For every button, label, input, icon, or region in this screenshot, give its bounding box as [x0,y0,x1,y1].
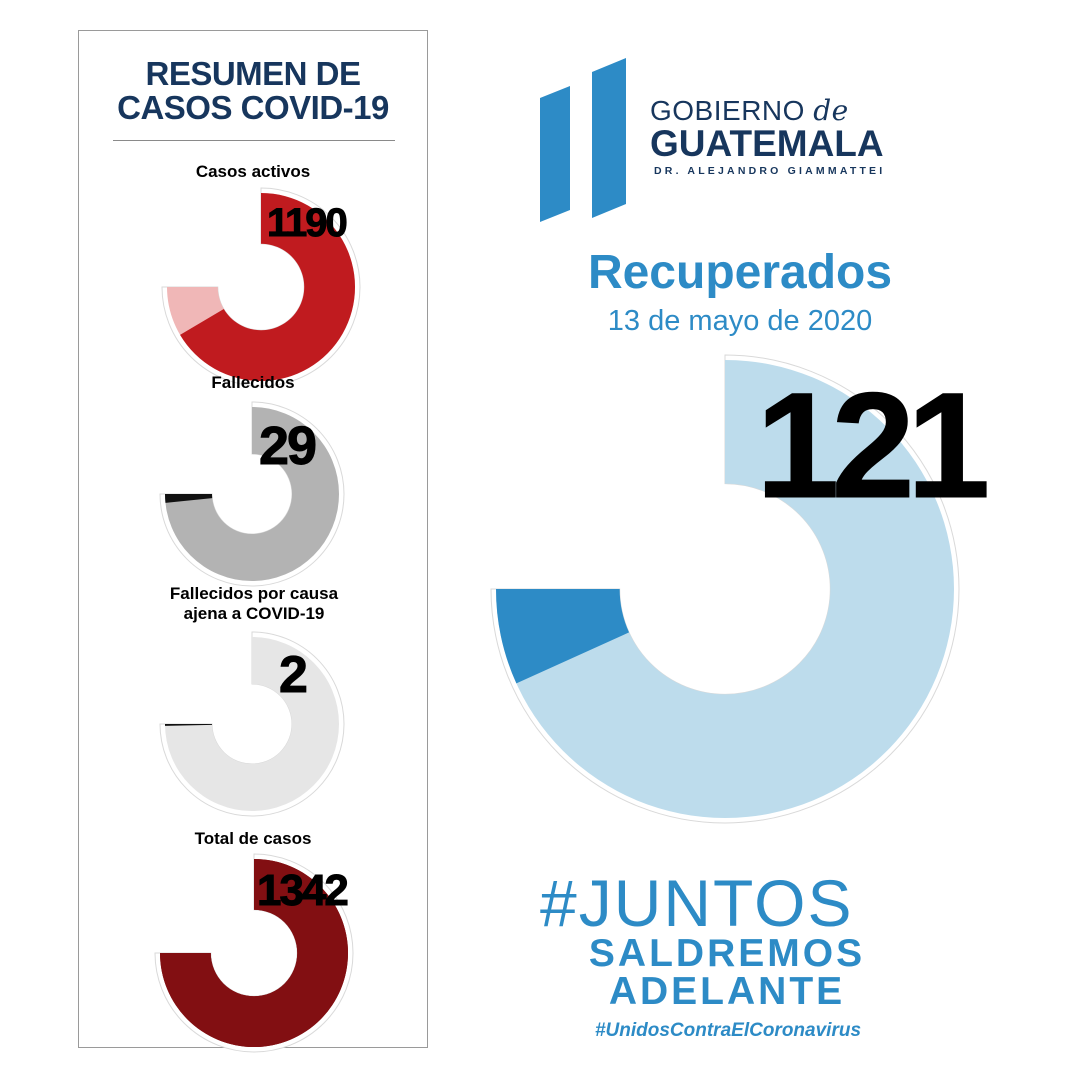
deaths-value: 29 [258,416,317,476]
total-cases-label: Total de casos [194,829,312,848]
recovered-value: 121 [755,361,990,529]
logo-gobierno: GOBIERNO [650,95,805,126]
active-cases-value: 1190 [267,201,349,245]
donut-value-segment [496,589,630,684]
donut-rest-segment [496,360,954,818]
logo-guatemala: GUATEMALA [650,123,884,164]
other-deaths-label: Fallecidos por causa ajena a COVID-19 [169,584,339,623]
total-cases-donut [154,853,354,1053]
summary-title: RESUMEN DE CASOS COVID-19 [79,57,427,125]
donut-value-segment [180,193,355,381]
summary-title-line1: RESUMEN DE [145,55,361,92]
active-cases-donut [161,187,361,387]
slogan-hashtag: #UnidosContraElCoronavirus [594,1020,862,1041]
donut-value-segment [165,494,213,503]
slogan-saldremos: SALDREMOS [588,932,866,975]
government-logo-text: GOBIERNO de GUATEMALA DR. ALEJANDRO GIAM… [650,94,886,178]
summary-panel: RESUMEN DE CASOS COVID-19 Casos activos … [78,30,428,1053]
recovered-date: 13 de mayo de 2020 [607,305,873,337]
donut-rest-segment [165,637,339,811]
logo-president: DR. ALEJANDRO GIAMMATTEI [654,165,886,177]
donut-value-segment [160,859,348,1047]
recovered-donut [490,354,960,824]
other-deaths-donut [159,631,345,817]
recovered-title: Recuperados [587,246,893,299]
total-cases-value: 1342 [257,866,350,915]
slogan-juntos: #JUNTOS [540,866,854,940]
summary-divider [113,140,395,141]
other-deaths-value: 2 [279,646,309,704]
slogan-adelante: ADELANTE [608,970,846,1013]
deaths-label: Fallecidos [211,373,295,392]
logo-de: de [813,94,849,127]
active-cases-label: Casos activos [195,162,311,181]
deaths-donut [159,401,345,587]
donut-value-segment [165,724,212,726]
summary-title-line2: CASOS COVID-19 [117,89,389,126]
donut-rest-segment [165,407,339,581]
government-logo-icon [540,58,626,222]
